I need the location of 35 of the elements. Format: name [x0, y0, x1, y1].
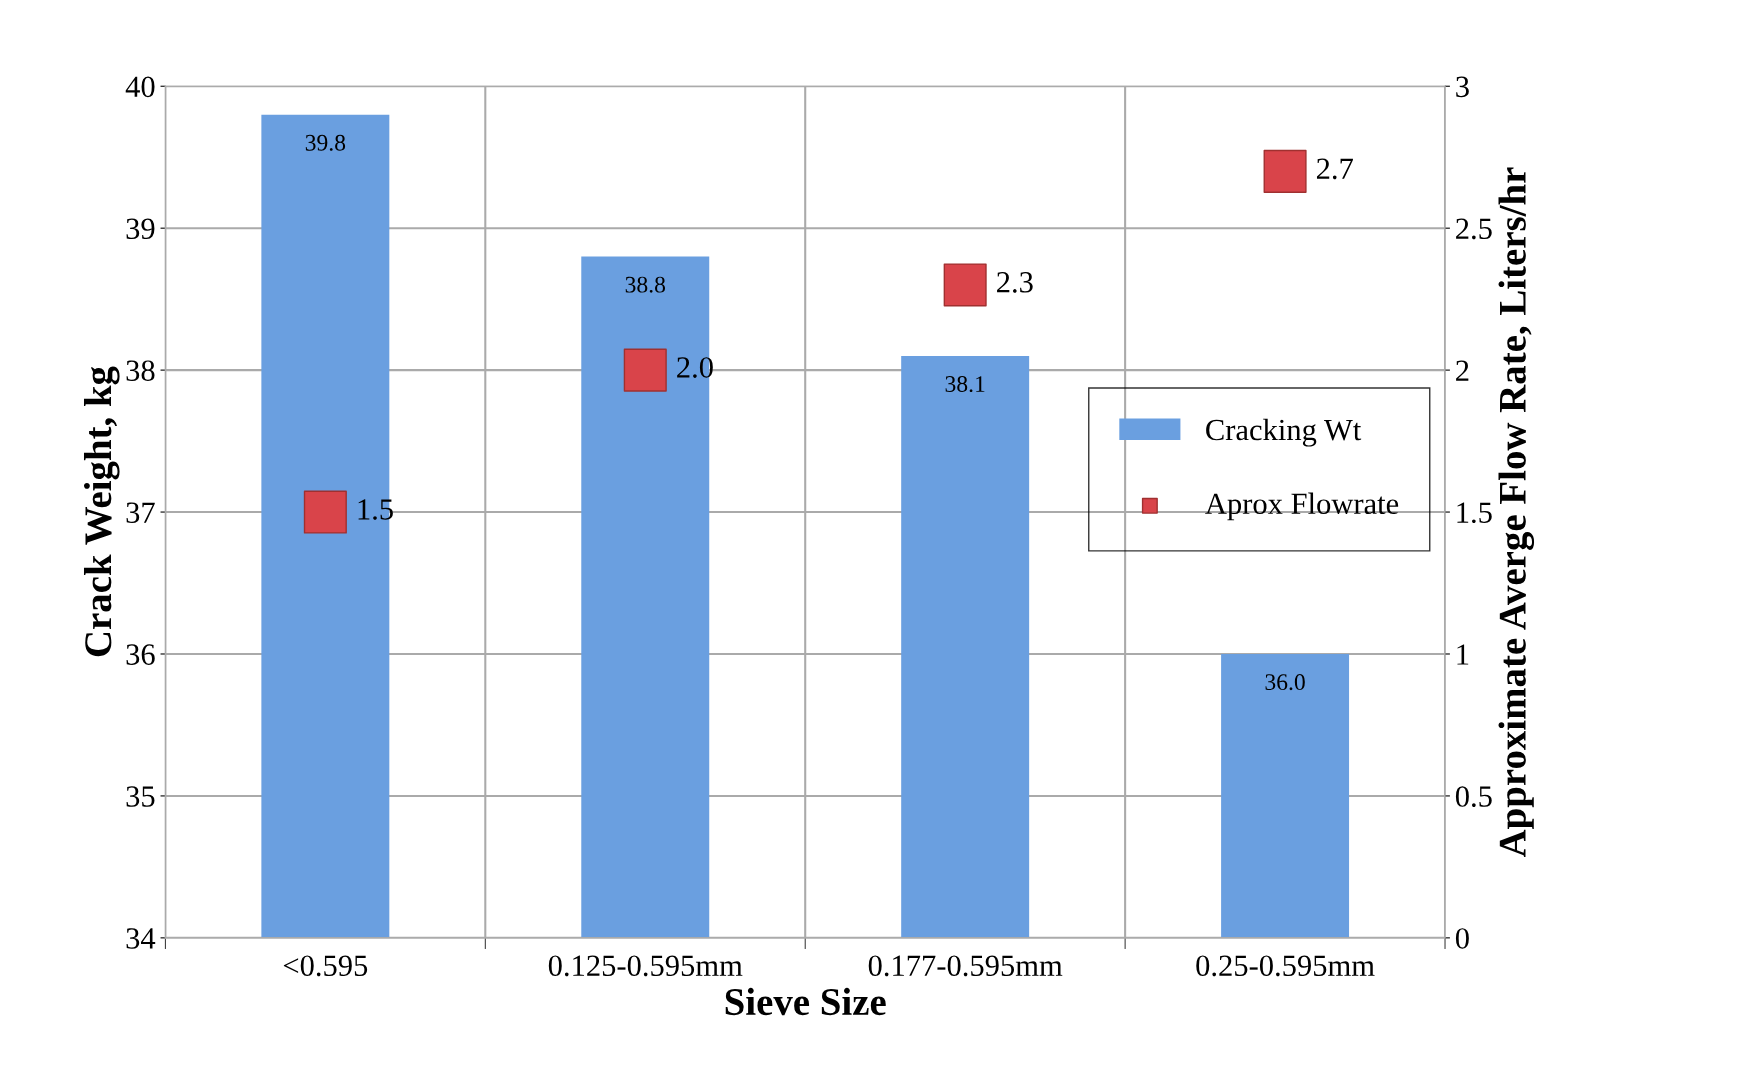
y-tick-label: 34: [126, 928, 156, 949]
legend-label: Aprox Flowrate: [1205, 492, 1399, 521]
y2-tick-label: 0.5: [1455, 786, 1492, 807]
data-label: 2.0: [677, 357, 713, 378]
data-label: 38.8: [625, 276, 666, 293]
x-axis-title: Sieve Size: [725, 987, 886, 1016]
y2-tick-label: 3: [1456, 76, 1469, 98]
y2-tick-label: 0: [1455, 928, 1469, 949]
y-tick-label: 39: [126, 218, 155, 240]
data-label: 38.1: [945, 376, 985, 393]
y2-tick-label: 2.5: [1456, 218, 1492, 240]
x-tick-label: 0.125-0.595mm: [548, 955, 743, 977]
y-axis-title: Crack Weight, kg: [83, 366, 120, 657]
point: [1263, 149, 1307, 193]
data-label: 39.8: [305, 134, 346, 151]
y2-axis-title: Approximate Averge Flow Rate, Liters/hr: [1498, 167, 1535, 858]
data-label: 1.5: [358, 499, 393, 520]
y2-tick-label: 1: [1457, 644, 1469, 665]
x-tick-label: 0.25-0.595mm: [1196, 955, 1375, 977]
data-label: 36.0: [1265, 674, 1305, 691]
data-label: 2.3: [997, 272, 1033, 293]
point: [623, 348, 667, 392]
y-tick-label: 35: [126, 786, 155, 807]
point: [303, 490, 347, 534]
point: [943, 263, 987, 307]
y-tick-label: 40: [125, 76, 155, 98]
x-tick-label: 0.177-0.595mm: [868, 955, 1063, 977]
legend-label: Cracking Wt: [1206, 418, 1362, 447]
y-tick-label: 38: [126, 360, 155, 382]
y-tick-label: 36: [126, 644, 155, 665]
y2-tick-label: 2: [1456, 360, 1469, 381]
data-label: 2.7: [1316, 158, 1353, 180]
y2-tick-label: 1.5: [1457, 502, 1492, 524]
y-tick-label: 37: [126, 502, 155, 523]
x-tick-label: <0.595: [283, 955, 368, 977]
